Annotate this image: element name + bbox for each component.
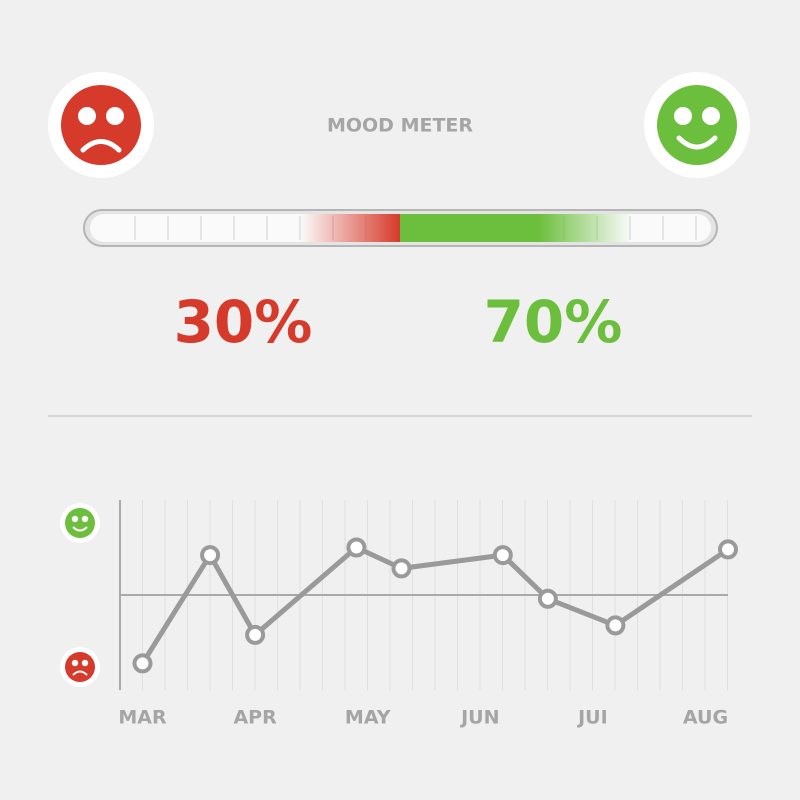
x-tick-label: JUI xyxy=(576,707,608,729)
mood-point xyxy=(718,539,738,560)
sad-face-icon xyxy=(48,72,154,178)
mood-point xyxy=(537,588,558,609)
mood-point xyxy=(492,545,513,566)
x-tick-label: AUG xyxy=(683,707,728,729)
x-tick-label: MAY xyxy=(345,707,391,729)
mood-point xyxy=(200,545,221,566)
small-happy-icon xyxy=(60,503,100,543)
x-tick-label: MAR xyxy=(118,707,167,729)
mood-point xyxy=(245,624,266,645)
mood-point xyxy=(346,537,367,558)
mood-point xyxy=(605,615,626,636)
mood-point xyxy=(391,558,412,579)
small-sad-icon xyxy=(60,647,100,687)
meter-segment-happy xyxy=(400,214,631,242)
happy-face-icon xyxy=(644,72,750,178)
percent-label: 70% xyxy=(484,288,623,356)
x-tick-label: JUN xyxy=(459,707,499,729)
mood-point xyxy=(132,653,153,674)
meter-segment-sad xyxy=(301,214,400,242)
percent-label: 30% xyxy=(174,288,313,356)
x-tick-label: APR xyxy=(233,707,277,729)
meter-title: MOOD METER xyxy=(327,115,473,137)
